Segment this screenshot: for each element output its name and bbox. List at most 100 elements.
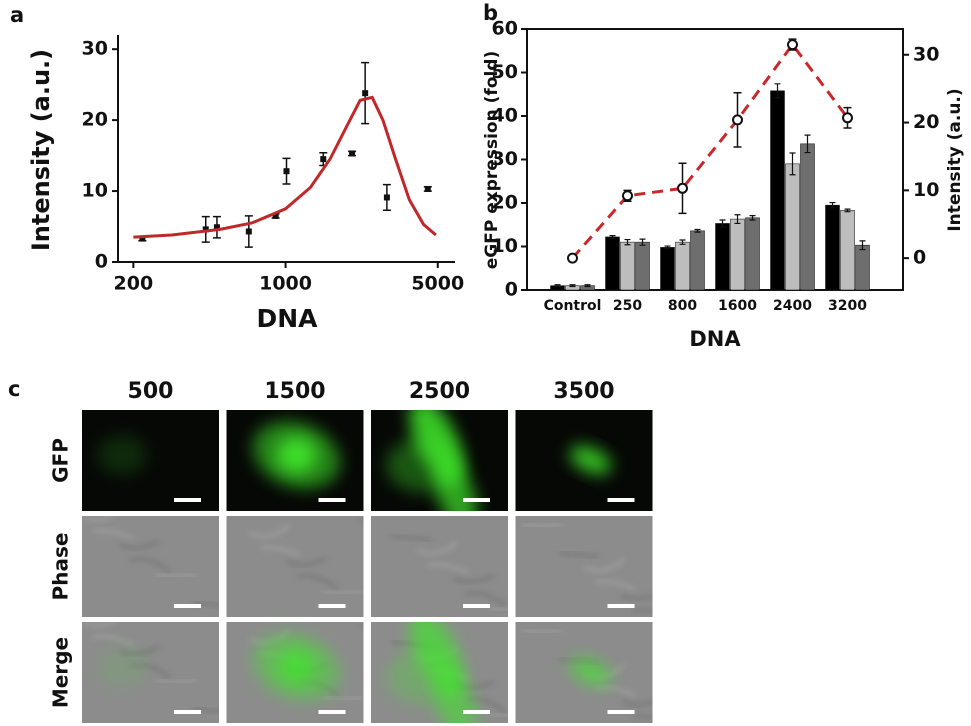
micrograph [515, 410, 653, 511]
gfp-signal [276, 649, 317, 685]
cell-texture [595, 686, 636, 697]
cell-texture [558, 552, 599, 558]
cell-texture [390, 535, 432, 541]
cell-texture [427, 563, 469, 574]
y-tick-label: 0 [95, 251, 108, 273]
bar [785, 163, 800, 291]
x-tick-label: 200 [114, 273, 154, 295]
cell-texture [82, 516, 113, 521]
axis-line [117, 35, 455, 263]
data-point [272, 212, 279, 219]
cell-texture [323, 696, 364, 700]
cell-texture [621, 594, 653, 600]
bar [770, 90, 785, 291]
micrograph [82, 516, 219, 617]
line-point [622, 190, 633, 202]
error-bar [804, 134, 811, 154]
gfp-signal [386, 649, 466, 705]
bar [690, 230, 705, 291]
data-point [320, 156, 327, 163]
data-point [424, 185, 431, 192]
error-bar [859, 240, 866, 251]
bar [605, 236, 620, 291]
error-bar [639, 238, 646, 246]
error-bar [569, 284, 576, 288]
column-header: 1500 [264, 379, 325, 404]
column-header: 2500 [409, 379, 470, 404]
cell-texture [155, 679, 197, 683]
micrograph [515, 622, 653, 723]
x-axis-label: DNA [256, 304, 318, 333]
panel-label: b [483, 1, 498, 25]
y2-tick-label: 0 [913, 247, 926, 269]
row-label: Merge [49, 637, 73, 708]
cell-texture [632, 714, 653, 719]
micrograph [226, 516, 364, 617]
image-background [515, 516, 653, 617]
cell-texture [192, 708, 219, 713]
error-bar [774, 83, 781, 99]
bar [620, 241, 635, 291]
y2-tick-label: 10 [913, 179, 939, 201]
bar [800, 143, 815, 291]
gfp-signal [569, 445, 612, 475]
data-point [283, 168, 290, 175]
x-tick-label: 800 [668, 298, 697, 314]
cell-texture [249, 524, 291, 538]
cell-texture [323, 590, 364, 594]
cell-texture [464, 591, 506, 607]
y-tick-label: 30 [492, 148, 518, 170]
y-tick-label: 50 [492, 61, 518, 83]
error-bar [664, 245, 671, 250]
x-tick-label: 5000 [411, 273, 464, 295]
fit-line [133, 95, 437, 239]
x-tick-label: 1000 [259, 273, 312, 295]
panel-label: a [10, 3, 24, 27]
error-bar [789, 152, 796, 176]
micrograph [226, 410, 364, 511]
error-bar [624, 238, 631, 246]
line-point [732, 114, 743, 126]
y2-tick-label: 30 [913, 43, 939, 65]
error-bar [679, 239, 686, 245]
micrograph [82, 410, 219, 511]
row-label: GFP [49, 438, 73, 483]
cell-texture [260, 546, 301, 557]
cell-texture [621, 700, 653, 706]
data-point [383, 194, 390, 201]
x-tick-label: 1600 [718, 298, 757, 314]
dashed-line [571, 42, 849, 260]
y2-axis-label: Intensity (a.u.) [945, 88, 965, 231]
x-axis-label: DNA [689, 327, 741, 351]
y-tick-label: 10 [82, 180, 108, 202]
y-tick-label: 0 [505, 279, 518, 301]
cell-texture [129, 557, 171, 573]
image-background [226, 516, 364, 617]
micrograph [371, 516, 508, 617]
micrograph [371, 410, 508, 511]
micrograph [82, 622, 219, 723]
cell-texture [297, 574, 339, 590]
cell-texture [632, 608, 653, 613]
image-background [82, 516, 219, 617]
bar [675, 241, 690, 291]
gfp-signal [97, 435, 147, 475]
line-point [567, 252, 578, 264]
gfp-signal [569, 657, 612, 687]
y-tick-label: 20 [492, 192, 518, 214]
data-point [349, 150, 356, 157]
error-bar [584, 284, 591, 288]
cell-texture [416, 541, 458, 555]
line-point [677, 182, 688, 194]
gfp-signal [386, 437, 466, 493]
line-point [842, 112, 853, 124]
bar [730, 218, 745, 291]
data-point [202, 226, 209, 233]
row-label: Phase [49, 533, 73, 601]
error-bar [749, 215, 756, 221]
cell-texture [286, 557, 327, 566]
error-bar [844, 208, 851, 213]
x-tick-label: 2400 [773, 298, 812, 314]
cell-texture [118, 540, 160, 549]
